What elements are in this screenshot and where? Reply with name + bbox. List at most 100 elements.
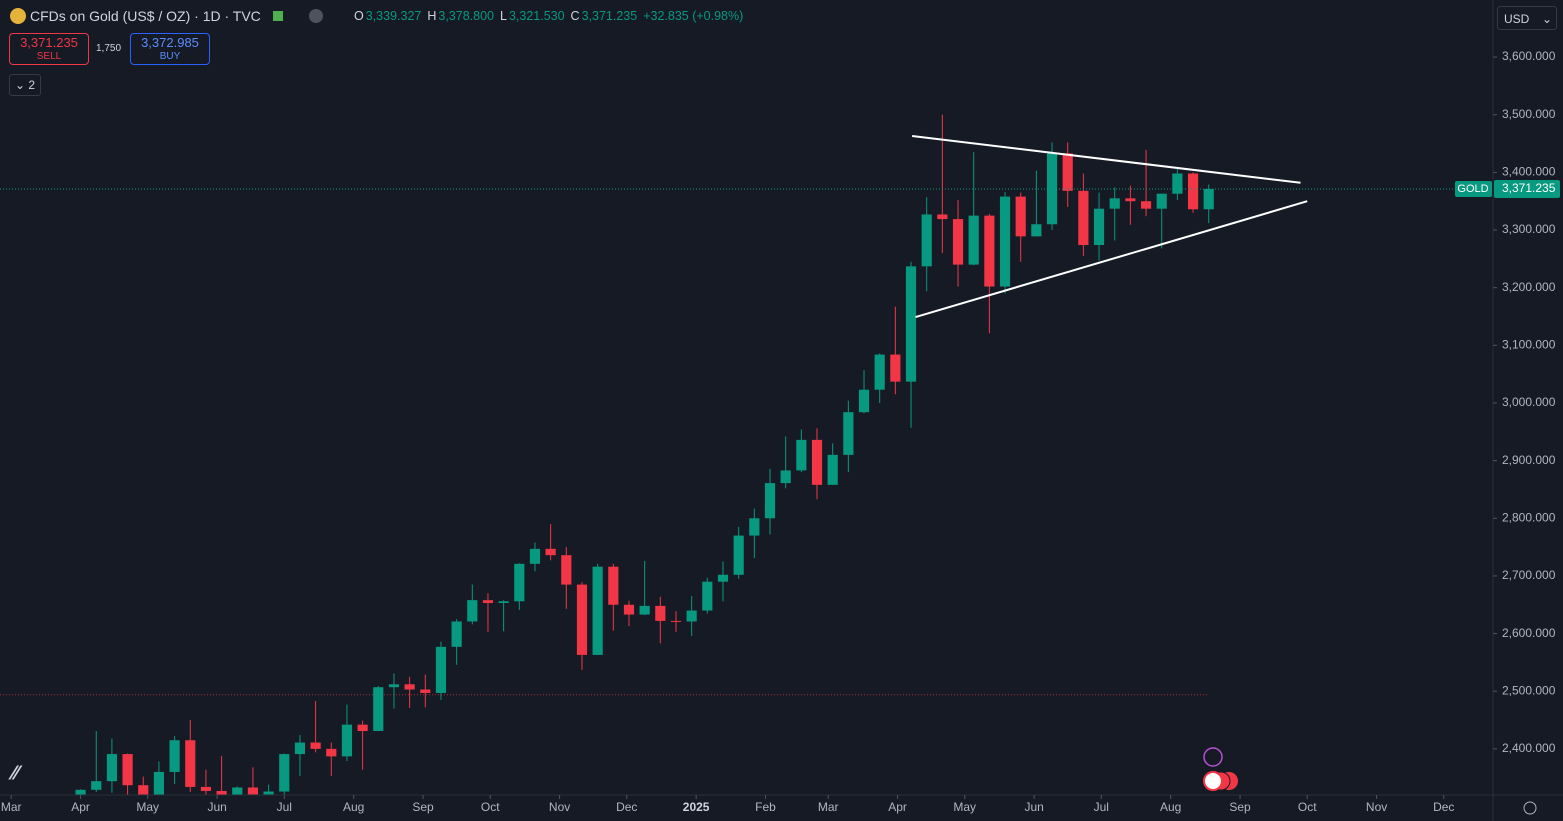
symbol-header: CFDs on Gold (US$ / OZ) · 1D · TVC <box>10 8 323 24</box>
x-tick-label: Oct <box>1298 800 1317 814</box>
candle-body <box>545 548 556 556</box>
x-tick-label: Nov <box>549 800 570 814</box>
candle-body <box>185 740 196 787</box>
y-tick-label: 2,400.000 <box>1502 741 1556 755</box>
candle-body <box>498 601 509 604</box>
candle-body <box>263 791 274 795</box>
candle-body <box>984 215 995 287</box>
trendline <box>915 200 1308 319</box>
x-tick-label: 2025 <box>683 800 710 814</box>
candle-body <box>357 724 368 732</box>
candle-body <box>1078 190 1089 246</box>
y-tick-label: 3,300.000 <box>1502 222 1556 236</box>
y-tick-label: 3,100.000 <box>1502 337 1556 351</box>
candle-body <box>1062 153 1073 191</box>
y-tick-label: 3,400.000 <box>1502 165 1556 179</box>
candle-body <box>623 604 635 615</box>
candle-body <box>561 555 572 585</box>
candle-body <box>937 214 948 220</box>
symbol-title[interactable]: CFDs on Gold (US$ / OZ) · 1D · TVC <box>30 8 261 24</box>
x-tick-label: Apr <box>71 800 90 814</box>
symbol-tag <box>1455 180 1492 197</box>
ohlc-label: O <box>354 9 364 23</box>
ohlc-label: L <box>499 9 507 23</box>
ohlc-label: C <box>570 9 580 23</box>
currency-select[interactable]: USD ⌄ <box>1497 6 1557 30</box>
x-tick-label: Jun <box>207 800 226 814</box>
candle-body <box>749 518 760 536</box>
x-tick-label: Aug <box>1160 800 1181 814</box>
candle-body <box>827 454 838 485</box>
ohlc-value: 3,371.235 <box>581 9 638 23</box>
x-tick-label: Nov <box>1366 800 1387 814</box>
candle-body <box>420 689 431 693</box>
candle-body <box>999 196 1011 287</box>
candle-body <box>780 470 791 484</box>
candle-body <box>717 574 729 582</box>
y-tick-label: 2,600.000 <box>1502 626 1556 640</box>
candle-body <box>200 786 212 791</box>
candle-body <box>670 620 682 622</box>
event-icon[interactable] <box>1203 747 1223 767</box>
x-tick-label: Mar <box>818 800 839 814</box>
symbol-icon <box>10 8 26 24</box>
last-price-tag <box>1494 179 1560 198</box>
candle-body <box>608 566 619 605</box>
indicators-toggle[interactable]: ⌄ 2 <box>9 74 41 96</box>
candle-body <box>1187 173 1199 210</box>
settings-icon[interactable] <box>1523 801 1537 815</box>
x-tick-label: Jul <box>1094 800 1109 814</box>
candle-body <box>1031 224 1042 237</box>
hide-button[interactable] <box>308 9 323 23</box>
candle-body <box>1093 208 1105 246</box>
time-axis: Mar Apr May Jun Jul Aug Sep Oct Nov Dec 2025 Feb Mar… <box>1 795 1454 814</box>
ohlc-label: H <box>427 9 437 23</box>
ohlc-value: 3,321.530 <box>508 9 565 23</box>
sell-button[interactable]: 3,371.235 SELL <box>9 33 89 65</box>
candle-body <box>764 483 776 519</box>
x-tick-label: May <box>136 800 159 814</box>
candle-body <box>733 535 744 575</box>
candle-body <box>576 584 588 655</box>
candle-body <box>216 790 227 795</box>
x-tick-label: Feb <box>755 800 776 814</box>
candle-body <box>952 219 964 265</box>
plot-area <box>0 114 1493 795</box>
candle-body <box>247 787 259 795</box>
candle-body <box>122 754 133 786</box>
candle-body <box>702 581 713 611</box>
candle-body <box>811 439 823 485</box>
candle-body <box>310 742 321 749</box>
candle-body <box>592 566 603 655</box>
candle-body <box>91 781 102 790</box>
candle-body <box>1156 193 1167 209</box>
candle-body <box>373 687 384 732</box>
event-icon[interactable] <box>1203 771 1223 791</box>
buy-label: BUY <box>159 51 181 62</box>
svg-text:⁄⁄: ⁄⁄ <box>8 762 23 784</box>
spread: 1,750 <box>96 43 122 54</box>
candle-body <box>843 412 854 455</box>
candle-body <box>1172 173 1183 194</box>
candle-body <box>138 785 149 795</box>
x-tick-label: Dec <box>1433 800 1454 814</box>
flag-icon[interactable] <box>272 11 283 21</box>
candle-body <box>1125 198 1136 202</box>
candle-body <box>890 354 901 382</box>
y-tick-label: 2,800.000 <box>1502 510 1556 524</box>
candle-body <box>529 548 541 564</box>
y-tick-label: 2,900.000 <box>1502 453 1556 467</box>
candle-body <box>1140 201 1152 209</box>
x-tick-label: May <box>953 800 976 814</box>
x-tick-label: Sep <box>412 800 434 814</box>
x-tick-label: Oct <box>481 800 500 814</box>
currency: USD <box>1504 12 1530 26</box>
ohlc-values: O 3,339.327 H 3,378.800 L 3,321.530 C 3,371.… <box>354 9 747 23</box>
candle-body <box>451 621 462 647</box>
candle-body <box>655 605 666 621</box>
buy-button[interactable]: 3,372.985 BUY <box>130 33 210 65</box>
y-tick-label: 3,200.000 <box>1502 280 1556 294</box>
y-tick-label: 3,600.000 <box>1502 49 1556 63</box>
